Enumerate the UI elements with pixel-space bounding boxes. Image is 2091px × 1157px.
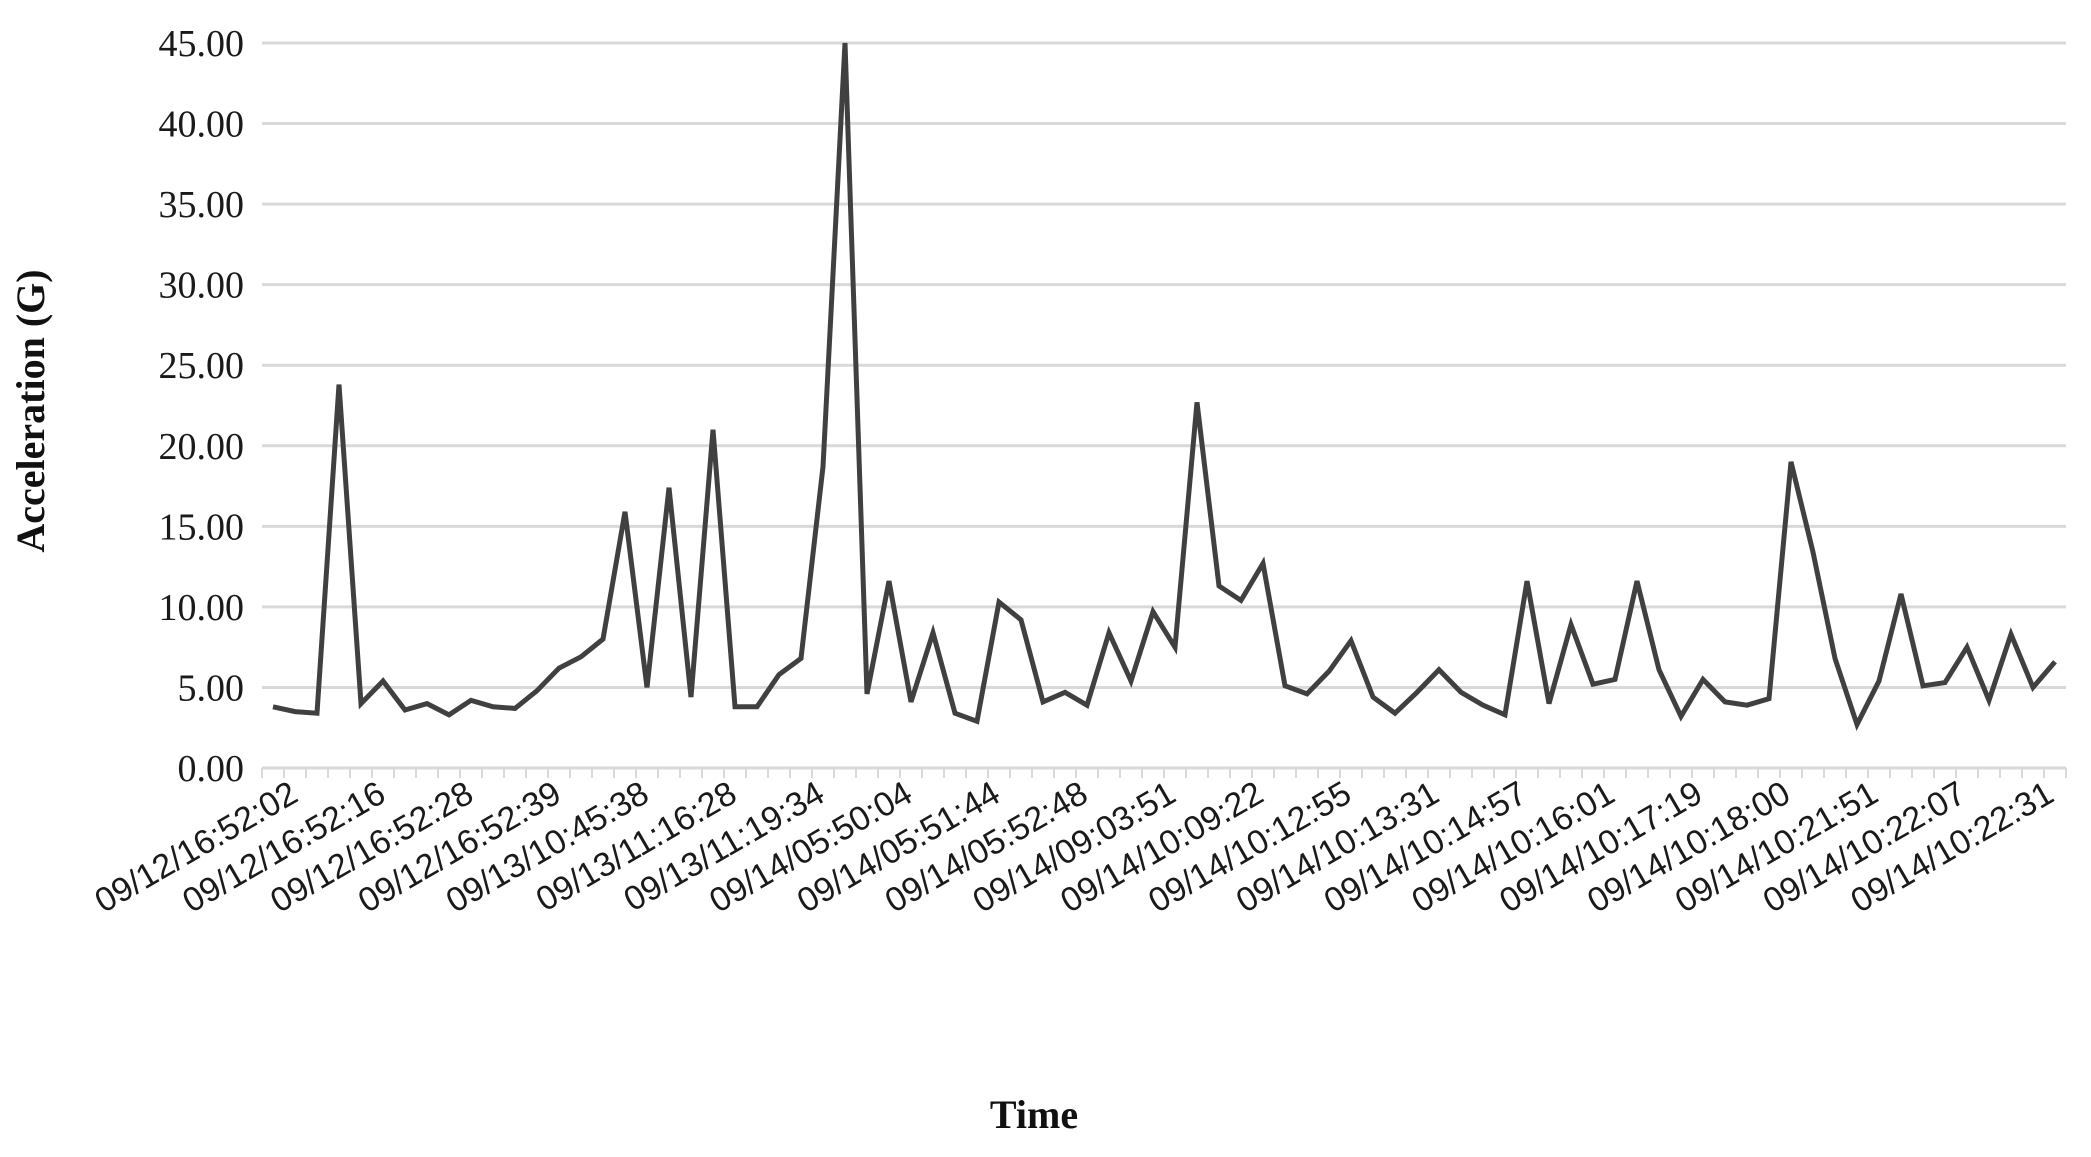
y-tick-label: 0.00 <box>178 748 245 790</box>
series-lines <box>272 42 2057 731</box>
y-tick-labels: 0.00 5.00 10.00 15.00 20.00 25.00 30.00 35.00 40… <box>159 23 245 790</box>
y-tick-label: 35.00 <box>159 184 245 226</box>
x-axis <box>261 766 2067 778</box>
y-axis-title: Acceleration (G) <box>8 269 53 552</box>
x-axis-title: Time <box>990 1092 1078 1137</box>
series-line <box>272 42 2057 731</box>
y-tick-label: 5.00 <box>178 667 245 709</box>
y-tick-label: 40.00 <box>159 104 245 146</box>
y-tick-label: 20.00 <box>159 426 245 468</box>
y-tick-label: 15.00 <box>159 506 245 548</box>
gridlines <box>262 41 2066 689</box>
y-tick-label: 45.00 <box>159 23 245 65</box>
y-tick-label: 10.00 <box>159 587 245 629</box>
y-tick-label: 25.00 <box>159 345 245 387</box>
x-tick-labels: 09/12/16:52:0209/12/16:52:1609/12/16:52:… <box>89 774 2060 920</box>
y-tick-label: 30.00 <box>159 265 245 307</box>
